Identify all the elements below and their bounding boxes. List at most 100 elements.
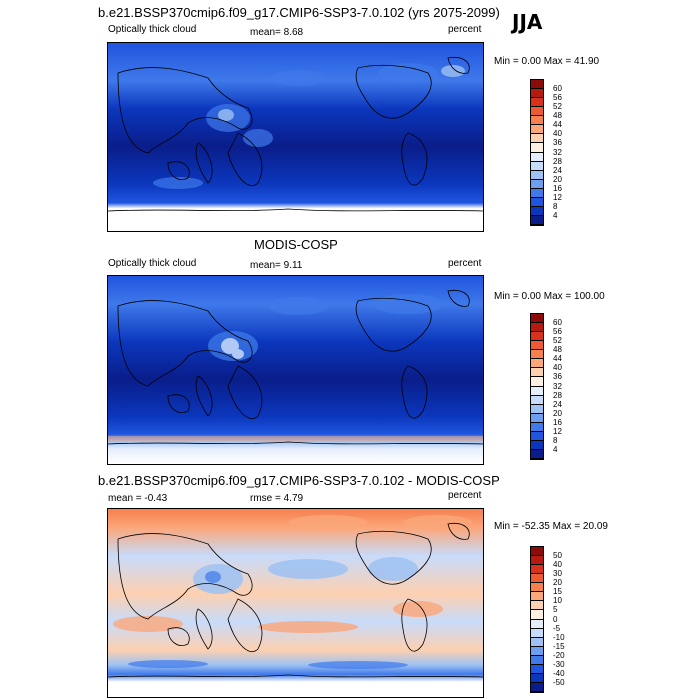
panel3-map xyxy=(107,508,484,698)
colorbar-tick-label: 28 xyxy=(553,390,562,400)
colorbar-tick-label: -30 xyxy=(553,659,565,669)
colorbar-tick-label: 20 xyxy=(553,174,562,184)
colorbar-swatch xyxy=(531,377,543,387)
colorbar-swatch xyxy=(531,116,543,126)
colorbar-tick-label: 30 xyxy=(553,569,562,579)
colorbar-swatch xyxy=(531,664,543,674)
colorbar-tick-label: -15 xyxy=(553,641,565,651)
season-label: JJA xyxy=(512,10,543,34)
colorbar-tick-label: 56 xyxy=(553,327,562,337)
panel3-rmse: rmse = 4.79 xyxy=(250,493,304,504)
colorbar-tick-label: -5 xyxy=(553,623,561,633)
colorbar-swatch xyxy=(531,431,543,441)
colorbar-tick-label: 4 xyxy=(553,210,558,220)
colorbar-tick-label: 44 xyxy=(553,354,562,364)
panel3-mean: mean = -0.43 xyxy=(108,493,168,504)
panel1-colorbar: 60 56 52 48 44 40 36 32 28 24 20 16 12 8 4 xyxy=(530,79,562,226)
panel3-colorbar: 50 40 30 20 15 10 5 0 -5 -10 -15 -20 -30 -40 -50 xyxy=(530,546,565,693)
colorbar-tick-label: 5 xyxy=(553,605,558,615)
colorbar-tick-label: 8 xyxy=(553,435,558,445)
colorbar-swatch xyxy=(531,215,543,225)
panel2-variable-label: Optically thick cloud xyxy=(108,258,197,269)
colorbar-tick-label: 24 xyxy=(553,399,562,409)
colorbar-tick-label: -20 xyxy=(553,650,565,660)
colorbar-tick-label: 48 xyxy=(553,345,562,355)
colorbar-tick-label: 20 xyxy=(553,578,562,588)
colorbar-swatch xyxy=(531,107,543,117)
colorbar-swatch xyxy=(531,341,543,351)
panel2-coastlines xyxy=(108,289,483,445)
colorbar-swatch xyxy=(531,422,543,432)
colorbar-swatch xyxy=(531,386,543,396)
colorbar-tick-label: 52 xyxy=(553,336,562,346)
colorbar-swatch xyxy=(531,143,543,153)
colorbar-tick-label: 0 xyxy=(553,614,558,624)
panel1-mean: mean= 8.68 xyxy=(250,27,304,38)
colorbar-swatch xyxy=(531,655,543,665)
colorbar-swatch xyxy=(531,637,543,647)
colorbar-swatch xyxy=(531,673,543,683)
colorbar-tick-label: 16 xyxy=(553,417,562,427)
colorbar-swatch xyxy=(531,404,543,414)
panel2-colorbar: 60 56 52 48 44 40 36 32 28 24 20 16 12 8 4 xyxy=(530,313,562,460)
colorbar-swatch xyxy=(531,179,543,189)
colorbar-swatch xyxy=(531,350,543,360)
colorbar-tick-label: 50 xyxy=(553,551,562,561)
colorbar-swatch xyxy=(531,368,543,378)
colorbar-tick-label: -40 xyxy=(553,668,565,678)
colorbar-swatch xyxy=(531,332,543,342)
colorbar-tick-label: 4 xyxy=(553,444,558,454)
colorbar-swatch xyxy=(531,547,543,557)
colorbar-tick-label: 10 xyxy=(553,596,562,606)
colorbar-swatch xyxy=(531,556,543,566)
colorbar-swatch xyxy=(531,323,543,333)
colorbar-tick-label: 52 xyxy=(553,102,562,112)
colorbar-tick-label: 40 xyxy=(553,363,562,373)
colorbar-swatch xyxy=(531,646,543,656)
colorbar-tick-label: 32 xyxy=(553,147,562,157)
colorbar-tick-label: -10 xyxy=(553,632,565,642)
panel2-minmax: Min = 0.00 Max = 100.00 xyxy=(494,291,605,302)
panel3-coastlines xyxy=(108,522,483,678)
panel2-units: percent xyxy=(448,258,482,269)
colorbar-swatch xyxy=(531,574,543,584)
colorbar-tick-label: -50 xyxy=(553,677,565,687)
colorbar-swatch xyxy=(531,314,543,324)
colorbar-swatch xyxy=(531,449,543,459)
colorbar-tick-label: 16 xyxy=(553,183,562,193)
colorbar-tick-label: 44 xyxy=(553,120,562,130)
colorbar-tick-label: 40 xyxy=(553,560,562,570)
colorbar-tick-label: 12 xyxy=(553,426,562,436)
colorbar-tick-label: 36 xyxy=(553,138,562,148)
colorbar-swatch xyxy=(531,170,543,180)
panel2-mean: mean= 9.11 xyxy=(250,260,303,271)
colorbar-swatch xyxy=(531,628,543,638)
colorbar-swatch xyxy=(531,592,543,602)
colorbar-swatch xyxy=(531,80,543,90)
panel1-title: b.e21.BSSP370cmip6.f09_g17.CMIP6-SSP3-7.… xyxy=(98,5,500,20)
colorbar-tick-label: 40 xyxy=(553,129,562,139)
colorbar-swatch xyxy=(531,682,543,692)
colorbar-tick-label: 20 xyxy=(553,408,562,418)
colorbar-swatch xyxy=(531,188,543,198)
panel3-minmax: Min = -52.35 Max = 20.09 xyxy=(494,521,608,532)
colorbar-tick-label: 28 xyxy=(553,156,562,166)
colorbar-swatch xyxy=(531,197,543,207)
colorbar-swatch xyxy=(531,134,543,144)
colorbar-swatch xyxy=(531,89,543,99)
colorbar-tick-label: 15 xyxy=(553,587,562,597)
colorbar-swatch xyxy=(531,359,543,369)
colorbar-swatch xyxy=(531,206,543,216)
colorbar-swatch xyxy=(531,152,543,162)
panel1-coastlines xyxy=(108,56,483,212)
colorbar-tick-label: 12 xyxy=(553,192,562,202)
colorbar-swatch xyxy=(531,161,543,171)
panel1-variable-label: Optically thick cloud xyxy=(108,24,197,35)
panel2-title: MODIS-COSP xyxy=(254,237,338,252)
panel1-minmax: Min = 0.00 Max = 41.90 xyxy=(494,56,600,67)
colorbar-swatch xyxy=(531,601,543,611)
panel1-units: percent xyxy=(448,24,482,35)
colorbar-swatch xyxy=(531,395,543,405)
panel3-title: b.e21.BSSP370cmip6.f09_g17.CMIP6-SSP3-7.… xyxy=(98,473,500,488)
colorbar-swatch xyxy=(531,98,543,108)
